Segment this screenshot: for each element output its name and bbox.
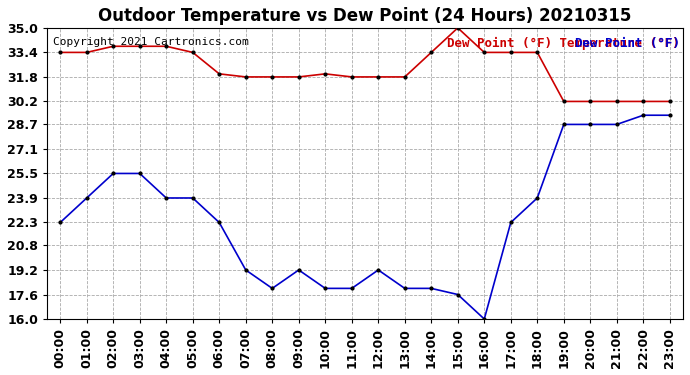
Title: Outdoor Temperature vs Dew Point (24 Hours) 20210315: Outdoor Temperature vs Dew Point (24 Hou…	[99, 7, 632, 25]
Text: Temperature (°F): Temperature (°F)	[0, 374, 1, 375]
Text: Dew Point (°F) Temperature (°F): Dew Point (°F) Temperature (°F)	[447, 37, 680, 50]
Text: Dew Point (°F): Dew Point (°F)	[575, 37, 680, 50]
Text: Copyright 2021 Cartronics.com: Copyright 2021 Cartronics.com	[53, 37, 249, 46]
Text: Dew Point (°F): Dew Point (°F)	[0, 374, 1, 375]
